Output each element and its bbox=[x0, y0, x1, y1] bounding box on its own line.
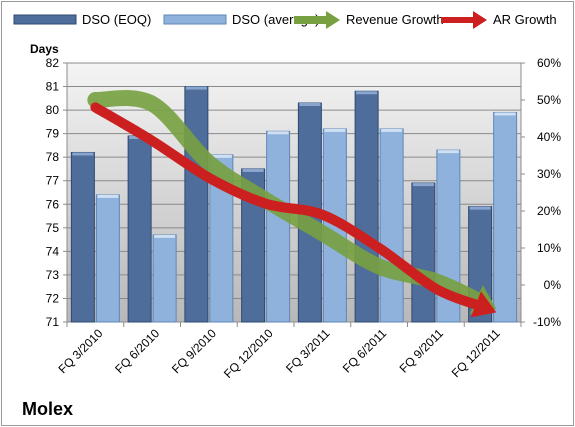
bar-cap bbox=[267, 131, 289, 135]
y-axis-ticks: 71 72 73 74 75 76 77 78 79 80 81 82 bbox=[46, 56, 67, 329]
bar-cap bbox=[72, 152, 94, 156]
y-tick-label: 78 bbox=[46, 150, 60, 164]
bar bbox=[70, 151, 95, 323]
bar bbox=[95, 194, 120, 323]
legend-label: Revenue Growth bbox=[346, 12, 444, 27]
legend-swatch bbox=[163, 14, 227, 25]
company-name: Molex bbox=[22, 399, 73, 419]
growth-arrows bbox=[87, 90, 497, 318]
y-tick-label: 75 bbox=[46, 221, 60, 235]
arrow-line bbox=[90, 102, 485, 311]
y2-tick-label: 40% bbox=[537, 130, 561, 144]
y-tick-label: 77 bbox=[46, 174, 60, 188]
bar-cap bbox=[324, 128, 346, 132]
bar-cap bbox=[381, 128, 403, 132]
legend-label: AR Growth bbox=[493, 12, 557, 27]
bar-cap bbox=[154, 234, 176, 238]
y-tick-label: 82 bbox=[46, 56, 60, 70]
y-tick-label: 74 bbox=[46, 244, 60, 258]
y-tick-label: 76 bbox=[46, 197, 60, 211]
y-axis-title: Days bbox=[30, 42, 59, 56]
x-tick-label: FQ 12/2011 bbox=[449, 326, 503, 380]
bar-cap bbox=[412, 183, 434, 187]
bars bbox=[70, 86, 518, 323]
y2-tick-label: 20% bbox=[537, 204, 561, 218]
y2-tick-label: 10% bbox=[537, 241, 561, 255]
y2-tick-label: -10% bbox=[533, 315, 561, 329]
bar-cap bbox=[97, 194, 119, 198]
y2-tick-label: 50% bbox=[537, 93, 561, 107]
legend-label: DSO (EOQ) bbox=[82, 12, 151, 27]
y2-tick-label: 60% bbox=[537, 56, 561, 70]
bar bbox=[354, 90, 379, 323]
legend-arrow-head bbox=[326, 11, 340, 29]
y-tick-label: 71 bbox=[46, 315, 60, 329]
x-tick-label: FQ 9/2011 bbox=[397, 326, 447, 376]
bar bbox=[379, 128, 404, 323]
y2-axis-ticks: -10% 0% 10% 20% 30% 40% 50% 60% bbox=[521, 56, 561, 329]
bar bbox=[266, 130, 291, 323]
bar-cap bbox=[185, 86, 207, 90]
bar-cap bbox=[210, 154, 232, 158]
x-tick-label: FQ 12/2010 bbox=[221, 326, 276, 381]
bar bbox=[127, 135, 152, 323]
bar bbox=[411, 182, 436, 323]
y-tick-label: 72 bbox=[46, 291, 60, 305]
x-tick-label: FQ 9/2010 bbox=[169, 326, 219, 376]
bar-cap bbox=[356, 91, 378, 95]
y-tick-label: 79 bbox=[46, 127, 60, 141]
x-axis-ticks: FQ 3/2010 FQ 6/2010 FQ 9/2010 FQ 12/2010 FQ … bbox=[56, 322, 522, 381]
bar-cap bbox=[242, 168, 264, 172]
legend-swatch bbox=[13, 14, 77, 25]
y2-tick-label: 30% bbox=[537, 167, 561, 181]
bar-cap bbox=[469, 206, 491, 210]
bar bbox=[152, 234, 177, 323]
y-tick-label: 73 bbox=[46, 268, 60, 282]
y-tick-label: 81 bbox=[46, 80, 60, 94]
legend: DSO (EOQ) DSO (average) Revenue Growth AR G… bbox=[13, 11, 557, 29]
bar bbox=[493, 111, 518, 323]
bar-cap bbox=[494, 112, 516, 116]
x-tick-label: FQ 3/2011 bbox=[283, 326, 333, 376]
y2-tick-label: 0% bbox=[544, 278, 562, 292]
arrow-head bbox=[470, 291, 497, 318]
x-tick-label: FQ 3/2010 bbox=[56, 326, 106, 376]
bar-cap bbox=[299, 103, 321, 107]
bar-cap bbox=[437, 150, 459, 154]
y-tick-label: 80 bbox=[46, 103, 60, 117]
bar bbox=[184, 86, 209, 323]
x-tick-label: FQ 6/2011 bbox=[340, 326, 390, 376]
legend-arrow-head bbox=[473, 11, 487, 29]
x-tick-label: FQ 6/2010 bbox=[112, 326, 162, 376]
